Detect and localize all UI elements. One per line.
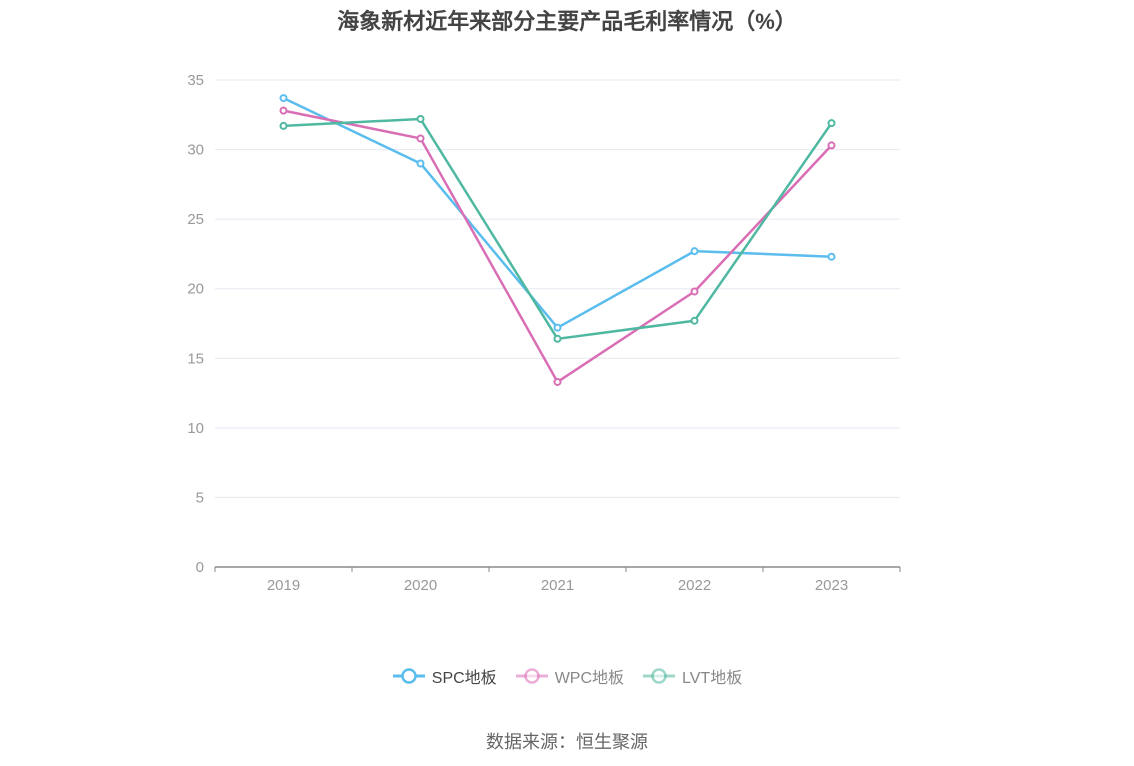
x-tick-label: 2023 [815,577,848,594]
y-tick-label: 15 [187,350,204,367]
x-tick-label: 2020 [404,577,437,594]
data-point[interactable] [827,252,836,261]
data-point[interactable] [827,141,836,150]
data-point[interactable] [279,121,288,130]
data-point[interactable] [553,377,562,386]
data-point[interactable] [553,334,562,343]
y-tick-label: 20 [187,281,204,298]
legend-label: WPC地板 [554,670,625,687]
series-line [283,117,833,341]
data-point[interactable] [279,94,288,103]
legend-label: SPC地板 [431,670,497,687]
y-tick-label: 0 [196,559,204,576]
series-lines [279,94,836,386]
data-point[interactable] [416,114,425,123]
legend-label: LVT地板 [682,670,743,687]
y-tick-label: 25 [187,211,204,228]
legend-item[interactable]: LVT地板 [642,664,742,688]
axes: 0 5 10 15 20 25 30 35 2019 2020 2021 2022 2023 [187,72,901,594]
legend-line-marker-icon [642,667,676,685]
data-point[interactable] [416,134,425,143]
data-point[interactable] [690,316,699,325]
y-tick-label: 30 [187,142,204,159]
legend: SPC地板 WPC地板 LVT地板 [0,664,1134,688]
legend-line-marker-icon [392,667,426,685]
x-tick-label: 2022 [678,577,711,594]
data-point[interactable] [690,247,699,256]
x-tick-label: 2021 [541,577,574,594]
data-point[interactable] [416,159,425,168]
chart-title: 海象新材近年来部分主要产品毛利率情况（%） [337,9,797,34]
legend-item[interactable]: WPC地板 [515,664,624,688]
y-tick-label: 10 [187,420,204,437]
legend-item[interactable]: SPC地板 [392,664,497,688]
data-point[interactable] [690,287,699,296]
data-point[interactable] [553,323,562,332]
series-2 [279,106,836,386]
source-note: 数据来源：恒生聚源 [486,732,648,752]
data-point[interactable] [827,119,836,128]
series-line [282,96,832,329]
x-tick-label: 2019 [267,577,300,594]
grid-lines [215,79,900,498]
series-3 [279,114,836,343]
y-tick-label: 5 [196,489,204,506]
series-1 [279,94,836,332]
data-point[interactable] [279,106,288,115]
y-tick-label: 35 [187,72,204,89]
legend-line-marker-icon [515,667,549,685]
